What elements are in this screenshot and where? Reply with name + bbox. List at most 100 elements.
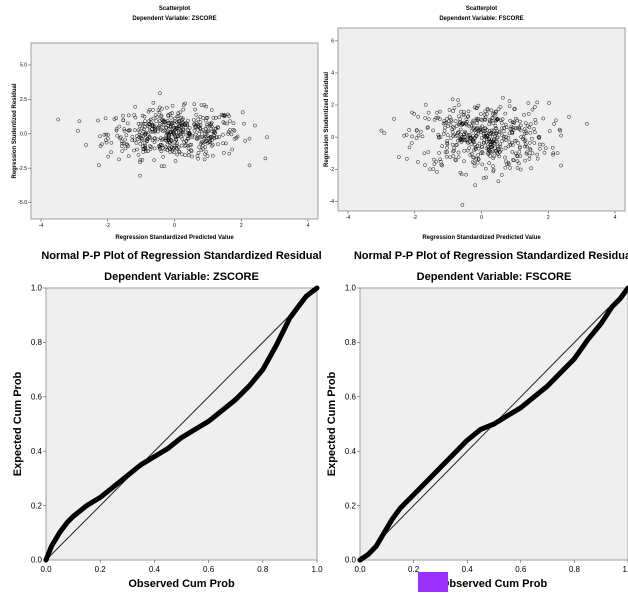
x-axis-label: Regression Standardized Predicted Value <box>115 235 234 241</box>
scatter-point <box>109 150 113 155</box>
scatter-point <box>114 116 119 120</box>
scatter-point <box>506 135 511 140</box>
scatter-point <box>173 139 177 144</box>
y-tick-label: 2.5 <box>20 97 27 103</box>
scatter-point <box>530 107 535 112</box>
scatter-point <box>514 153 519 158</box>
scatter-point <box>181 132 186 137</box>
x-tick-label: -2 <box>106 223 111 229</box>
scatter-point <box>518 154 523 158</box>
scatter-point <box>157 105 162 110</box>
scatter-point <box>480 151 485 155</box>
scatter-point <box>106 132 110 137</box>
scatter-point <box>540 142 545 147</box>
scatter-point <box>158 136 163 141</box>
scatter-point <box>527 153 532 158</box>
scatter-point <box>453 134 458 138</box>
scatter-point <box>488 134 492 139</box>
scatter-point <box>195 154 200 158</box>
chart-subtitle: Dependent Variable: ZSCORE <box>132 16 216 22</box>
scatter-point <box>203 139 207 144</box>
scatter-point <box>159 138 164 143</box>
scatter-point <box>447 108 452 112</box>
y-tick-label: 0.8 <box>345 338 357 347</box>
scatter-point <box>147 136 152 140</box>
scatter-point <box>517 125 521 130</box>
scatter-point <box>491 121 495 126</box>
scatter-point <box>523 158 527 163</box>
scatter-point <box>201 128 206 132</box>
scatter-point <box>461 132 466 137</box>
scatter-point <box>160 143 165 148</box>
scatter-point <box>141 134 146 138</box>
chart-subtitle: Dependent Variable: ZSCORE <box>104 271 259 283</box>
scatter-point <box>473 143 477 147</box>
scatter-point <box>141 121 146 126</box>
scatter-point <box>202 157 207 162</box>
scatter-point <box>162 119 167 124</box>
scatter-point <box>420 134 425 139</box>
scatter-point <box>487 161 492 166</box>
y-tick-label: 0.0 <box>20 131 27 137</box>
scatter-point <box>496 152 500 157</box>
scatter-point <box>484 175 489 180</box>
scatter-point <box>149 127 154 132</box>
scatter-point <box>525 150 529 155</box>
scatter-point <box>112 117 117 122</box>
chart-subtitle: Dependent Variable: FSCORE <box>439 16 523 22</box>
scatter-point <box>165 148 170 152</box>
plot-area <box>337 27 626 212</box>
scatter-point <box>449 119 454 124</box>
scatter-point <box>151 100 156 105</box>
scatter-point <box>217 134 222 139</box>
scatter-point <box>181 116 185 121</box>
scatter-point <box>437 151 441 155</box>
scatter-point <box>180 117 184 122</box>
scatter-point <box>437 117 442 121</box>
scatter-point <box>125 142 130 147</box>
scatter-point <box>170 128 175 133</box>
scatter-point <box>515 154 520 159</box>
scatter-point <box>161 129 165 133</box>
scatter-point <box>106 154 111 159</box>
y-axis-label: Regression Studentized Residual <box>12 83 18 178</box>
scatter-point <box>445 145 449 150</box>
x-tick-label: 4 <box>614 215 617 221</box>
scatter-point <box>157 110 162 115</box>
scatter-point <box>536 135 541 140</box>
x-tick-label: -4 <box>346 215 351 221</box>
scatter-point <box>253 123 257 128</box>
scatter-point <box>491 138 496 142</box>
scatter-point <box>489 108 494 113</box>
scatter-point <box>227 151 232 156</box>
chart-panel-4: Normal P-P Plot of Regression Standardiz… <box>326 250 628 590</box>
scatter-point <box>448 136 453 140</box>
scatter-point <box>541 116 546 121</box>
scatter-point <box>487 129 492 134</box>
scatter-point <box>135 147 140 152</box>
scatter-point <box>382 131 387 136</box>
scatter-point <box>488 140 493 145</box>
scatter-point <box>451 149 455 154</box>
scatter-point <box>407 128 411 132</box>
scatter-point <box>514 138 519 143</box>
scatter-point <box>409 141 414 145</box>
scatter-point <box>503 138 508 142</box>
scatter-point <box>96 163 101 168</box>
scatter-point <box>159 113 164 118</box>
y-tick-label: 1.0 <box>31 284 43 293</box>
scatter-point <box>462 112 466 117</box>
scatter-point <box>461 120 466 125</box>
scatter-point <box>103 116 108 121</box>
scatter-point <box>174 130 178 134</box>
scatter-point <box>121 113 125 118</box>
scatter-point <box>484 128 489 132</box>
scatter-point <box>486 142 490 147</box>
scatter-point <box>124 142 129 146</box>
scatter-point <box>532 141 537 145</box>
scatter-point <box>461 113 466 118</box>
scatter-point <box>157 119 162 123</box>
scatter-point <box>172 128 177 132</box>
scatter-point <box>392 117 396 121</box>
scatter-point <box>506 144 511 149</box>
